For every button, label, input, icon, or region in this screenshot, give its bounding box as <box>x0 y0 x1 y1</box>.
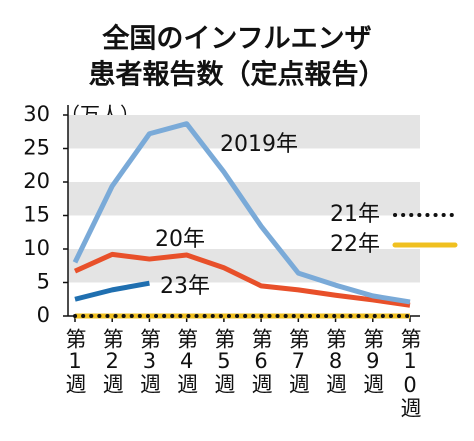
x-tick-label: 第8週 <box>323 328 348 394</box>
grid-band <box>68 115 420 149</box>
y-tick-label: 10 <box>23 236 50 260</box>
y-tick-label: 25 <box>23 136 50 160</box>
series-label: 23年 <box>160 274 210 299</box>
legend-label: 21年 <box>330 202 380 227</box>
series-line <box>74 280 150 302</box>
x-tick-label: 第9週 <box>360 328 385 394</box>
x-tick-label: 第3週 <box>137 328 162 394</box>
x-tick-label: 第5週 <box>211 328 236 394</box>
x-tick-label: 第10週 <box>398 328 422 418</box>
chart-title: 患者報告数（定点報告） <box>89 59 386 91</box>
x-tick-label: 第6週 <box>249 328 274 394</box>
y-tick-label: 15 <box>23 203 50 227</box>
y-tick-label: 5 <box>37 270 50 294</box>
x-tick-label: 第1週 <box>63 328 87 394</box>
series-label: 2019年 <box>220 132 298 157</box>
x-tick-label: 第7週 <box>286 328 311 394</box>
chart-title: 全国のインフルエンザ <box>101 23 371 55</box>
series-label: 20年 <box>155 227 205 252</box>
series-line <box>73 251 411 308</box>
legend-label: 22年 <box>330 232 380 257</box>
x-tick-label: 第2週 <box>100 328 125 394</box>
y-tick-label: 0 <box>37 303 50 327</box>
y-tick-label: 20 <box>23 169 50 193</box>
y-tick-label: 30 <box>23 102 50 126</box>
x-tick-label: 第4週 <box>174 328 199 394</box>
series-line <box>72 121 411 305</box>
